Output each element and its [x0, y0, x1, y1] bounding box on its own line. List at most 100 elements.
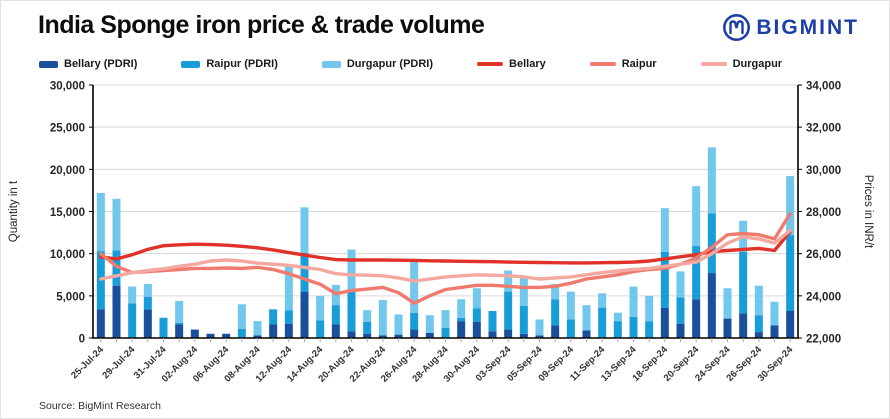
legend-swatch-raipur-line	[589, 62, 616, 66]
svg-text:0: 0	[79, 334, 85, 346]
right-axis-title: Prices in INR/t	[862, 175, 874, 249]
bar-segment	[535, 335, 544, 338]
bar-segment	[363, 310, 372, 322]
bar-segment	[112, 198, 121, 251]
legend-item-bellary-pdri: Bellary (PDRI)	[39, 58, 137, 70]
bar-segment	[253, 321, 262, 336]
svg-text:26,000: 26,000	[806, 249, 841, 261]
bar-segment	[707, 213, 716, 274]
bar-segment	[253, 335, 262, 338]
bar-segment	[535, 319, 544, 336]
bar-segment	[692, 299, 701, 338]
bar-segment	[363, 321, 372, 334]
bar-segment	[316, 320, 325, 338]
legend-label: Durgapur	[732, 58, 783, 70]
bar-segment	[143, 284, 152, 297]
bar-segment	[566, 291, 575, 320]
bar-segment	[112, 285, 121, 338]
bar-segment	[284, 310, 293, 324]
legend-item-bellary-price: Bellary	[477, 58, 546, 70]
bar-segment	[739, 251, 748, 314]
combo-chart: 0 5,000 10,000 15,000 20,000 25,000 30,000 22,0…	[8, 81, 874, 385]
bar-segment	[598, 307, 607, 338]
bar-segment	[410, 312, 419, 330]
line-series-group	[99, 211, 792, 305]
svg-text:30,000: 30,000	[806, 165, 841, 177]
price-line-raipur	[99, 211, 792, 305]
svg-text:15,000: 15,000	[50, 207, 85, 219]
x-axis-labels: 25-Jul-2429-Jul-2431-Jul-2402-Aug-2406-A…	[69, 338, 796, 385]
bar-segment	[660, 208, 669, 252]
bar-segment	[488, 311, 497, 332]
bar-segment	[551, 284, 560, 300]
bar-segment	[378, 335, 387, 338]
bar-segment	[739, 313, 748, 338]
legend-label: Bellary	[509, 58, 546, 70]
bar-segment	[159, 317, 168, 338]
bar-segment	[472, 308, 481, 322]
source-note: Source: BigMint Research	[39, 400, 161, 412]
bar-segment	[786, 235, 795, 312]
svg-text:5,000: 5,000	[56, 291, 85, 303]
bar-segment	[175, 300, 184, 323]
svg-text:10,000: 10,000	[50, 249, 85, 261]
bar-segment	[723, 318, 732, 338]
bar-segment	[598, 293, 607, 308]
bar-segment	[128, 286, 137, 304]
bar-segment	[676, 271, 685, 298]
bar-segment	[128, 303, 137, 338]
legend-label: Durgapur (PDRI)	[346, 58, 434, 70]
svg-text:32,000: 32,000	[806, 123, 841, 135]
price-line-bellary	[99, 229, 792, 265]
bar-segment	[613, 312, 622, 322]
axis-tick-labels: 0 5,000 10,000 15,000 20,000 25,000 30,000 22,0…	[50, 81, 841, 346]
legend-swatch-durgapur-pdri	[321, 60, 341, 68]
bar-segment	[300, 207, 309, 253]
bar-segment	[786, 311, 795, 338]
bar-segment	[692, 246, 701, 300]
bar-segment	[190, 329, 199, 338]
bar-segment	[457, 299, 466, 318]
svg-text:25,000: 25,000	[50, 123, 85, 135]
bar-segment	[394, 334, 403, 338]
bar-segment	[754, 315, 763, 333]
bar-segment	[143, 296, 152, 310]
bar-segment	[613, 321, 622, 338]
bar-segment	[316, 295, 325, 321]
bigmint-logo-icon	[723, 14, 751, 41]
svg-text:34,000: 34,000	[806, 81, 841, 93]
bar-segment	[629, 286, 638, 317]
bar-segment	[331, 305, 340, 325]
svg-text:28,000: 28,000	[806, 207, 841, 219]
bar-segment	[472, 288, 481, 309]
bar-segment	[519, 276, 528, 306]
svg-text:25-Jul-24: 25-Jul-24	[69, 344, 106, 381]
legend-label: Raipur	[621, 58, 657, 70]
svg-text:22,000: 22,000	[806, 334, 841, 346]
bar-segment	[519, 333, 528, 338]
bar-segment	[300, 291, 309, 338]
bar-segment	[175, 324, 184, 338]
svg-text:24,000: 24,000	[806, 291, 841, 303]
bar-segment	[347, 289, 356, 332]
bar-segment	[378, 300, 387, 336]
bar-segment	[96, 192, 105, 252]
svg-text:29-Jul-24: 29-Jul-24	[100, 344, 137, 381]
legend-swatch-bellary-line	[477, 62, 504, 66]
bar-segment	[645, 295, 654, 322]
bar-segment	[457, 317, 466, 322]
price-line-durgapur	[99, 228, 792, 283]
bar-segment	[707, 147, 716, 214]
bar-segment	[629, 316, 638, 338]
legend-swatch-durgapur-line	[700, 62, 727, 66]
bar-segment	[754, 332, 763, 338]
bar-segment	[707, 273, 716, 338]
bar-segment	[441, 327, 450, 338]
bar-segment	[692, 186, 701, 247]
bar-segment	[770, 301, 779, 326]
svg-text:30,000: 30,000	[50, 81, 85, 93]
bar-segment	[676, 323, 685, 338]
bigmint-logo: BIGMINT	[723, 14, 859, 41]
bar-segment	[96, 309, 105, 338]
